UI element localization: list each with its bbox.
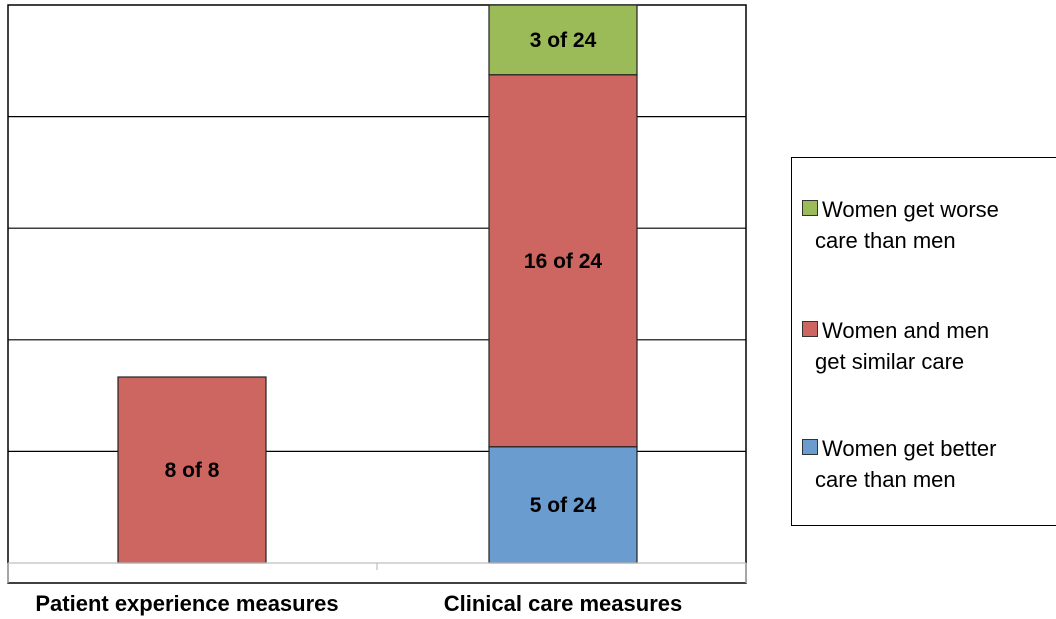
bar-value-label: 16 of 24 bbox=[524, 250, 603, 273]
legend-item-worse: Women get worse care than men bbox=[802, 194, 1052, 256]
legend-swatch-better bbox=[802, 439, 818, 455]
legend-label-worse-line2: care than men bbox=[815, 228, 956, 253]
legend-label-better-line1: Women get better bbox=[822, 436, 997, 461]
category-label: Clinical care measures bbox=[444, 591, 682, 616]
legend-label-similar-line2: get similar care bbox=[815, 349, 965, 374]
legend: Women get worse care than men Women and … bbox=[791, 157, 1056, 526]
bar-segment bbox=[488, 446, 638, 564]
category-label: Patient experience measures bbox=[35, 591, 338, 616]
legend-item-similar: Women and men get similar care bbox=[802, 315, 1052, 377]
legend-swatch-similar bbox=[802, 321, 818, 337]
legend-label-similar-line1: Women and men bbox=[822, 318, 990, 343]
legend-swatch-worse bbox=[802, 200, 818, 216]
bar-value-label: 5 of 24 bbox=[530, 494, 597, 517]
x-axis bbox=[7, 562, 747, 583]
bar-segment bbox=[488, 4, 638, 76]
bar-labels: 8 of 8 5 of 24 16 of 24 3 of 24 bbox=[165, 29, 603, 517]
legend-label-worse-line1: Women get worse bbox=[822, 197, 999, 222]
legend-item-better: Women get better care than men bbox=[802, 433, 1052, 495]
bar-segment bbox=[488, 74, 638, 448]
category-labels: Patient experience measures Clinical care… bbox=[35, 591, 682, 616]
legend-label-better-line2: care than men bbox=[815, 467, 956, 492]
bar-value-label: 8 of 8 bbox=[165, 459, 220, 482]
bar-value-label: 3 of 24 bbox=[530, 29, 597, 52]
